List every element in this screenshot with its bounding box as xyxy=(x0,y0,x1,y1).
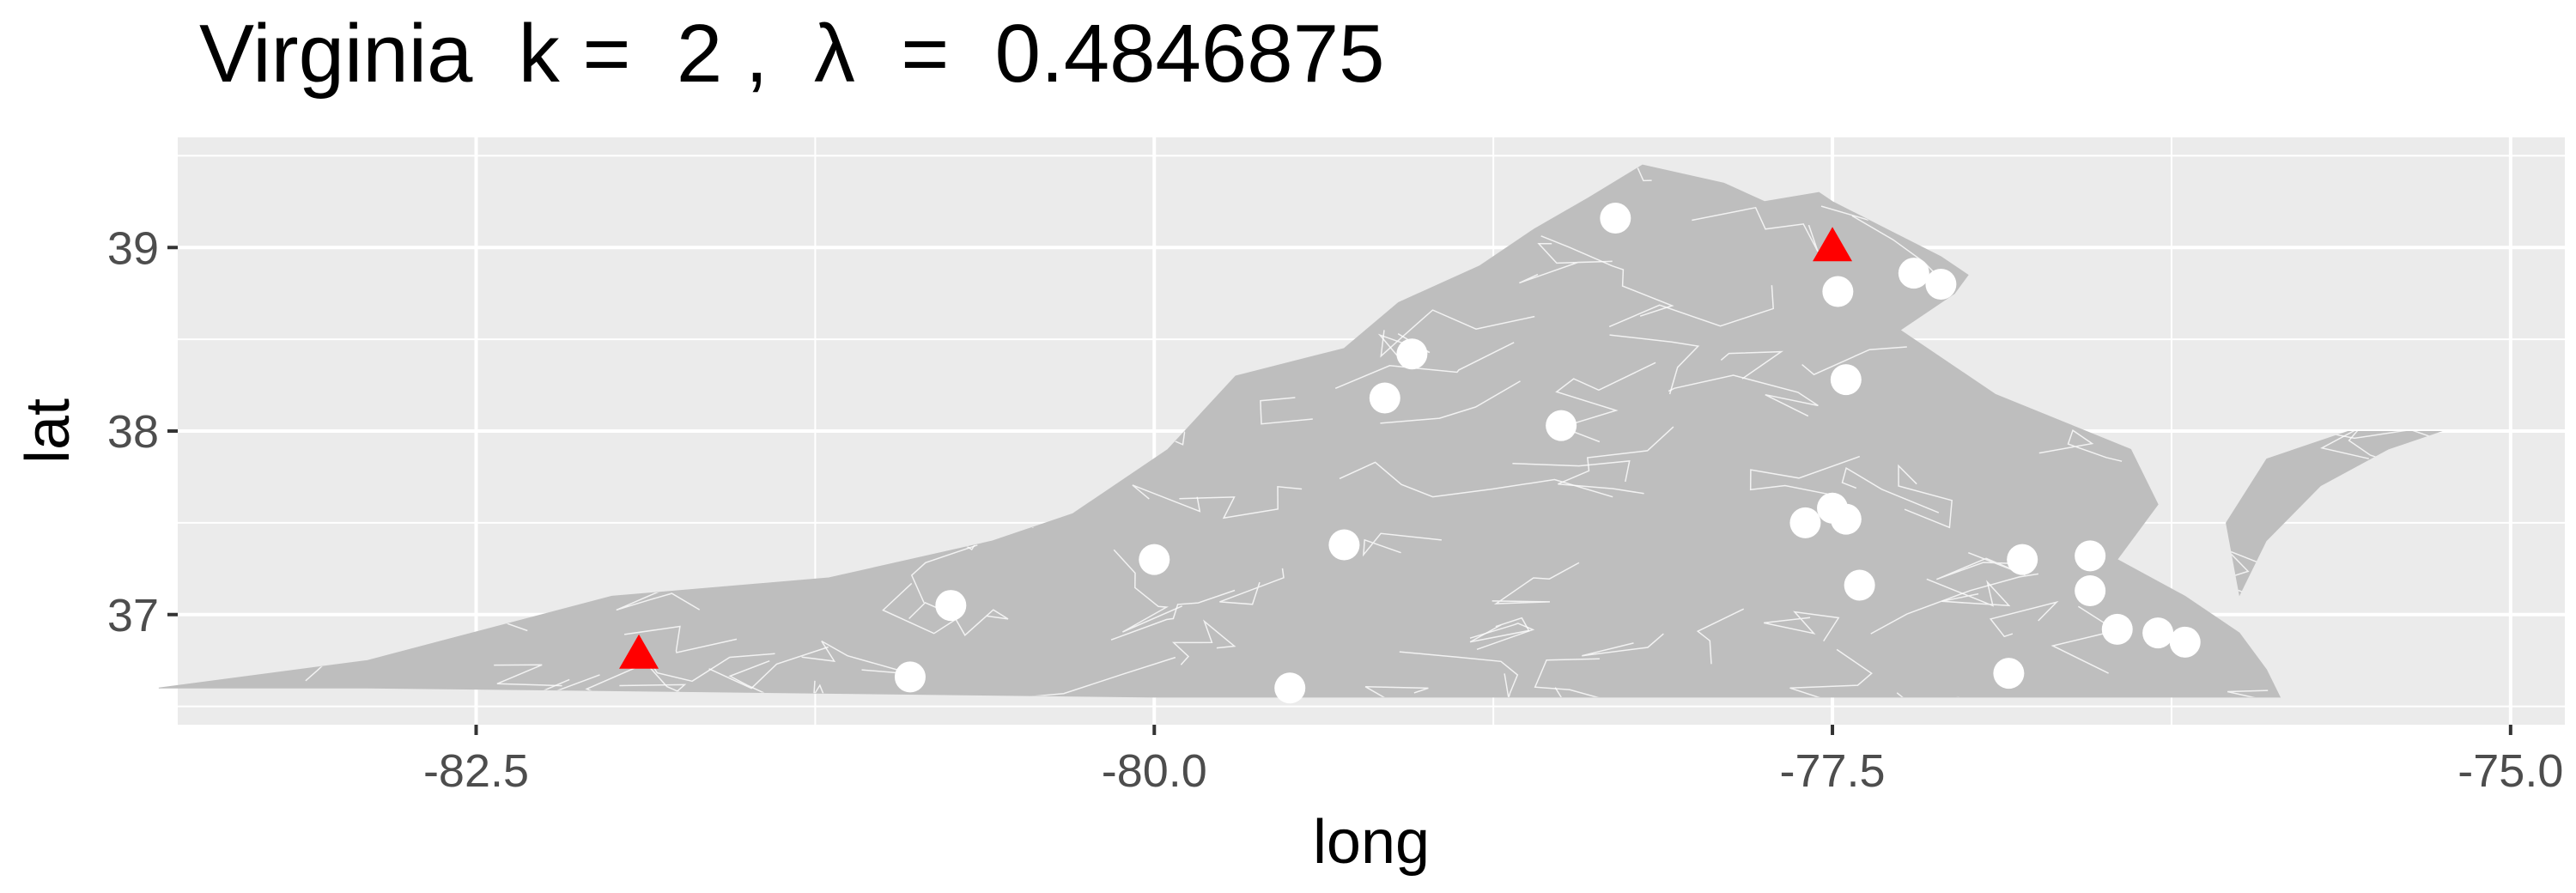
points-layer xyxy=(894,203,2201,704)
data-point xyxy=(1789,507,1821,538)
county-border xyxy=(1668,374,1819,417)
y-tick-label: 37 xyxy=(107,590,159,641)
data-point xyxy=(1139,544,1170,575)
county-border xyxy=(1608,285,1774,328)
data-point xyxy=(2007,544,2038,575)
x-axis-title: long xyxy=(1313,808,1430,877)
y-axis: 37 38 39 xyxy=(107,222,178,641)
county-border xyxy=(1110,589,1236,641)
data-point xyxy=(2075,540,2106,572)
county-border xyxy=(1380,380,1521,424)
county-border xyxy=(708,646,829,689)
x-axis: -82.5 -80.0 -77.5 -75.0 xyxy=(423,725,2563,797)
county-border xyxy=(1519,242,1613,284)
data-point xyxy=(1328,529,1360,561)
county-border xyxy=(1801,346,1907,376)
data-point xyxy=(2075,574,2106,606)
data-point xyxy=(1546,410,1577,441)
y-tick-label: 38 xyxy=(107,406,159,458)
county-border xyxy=(1334,342,1515,389)
data-point xyxy=(1396,338,1428,370)
data-point xyxy=(2101,613,2133,645)
data-point xyxy=(1600,203,1631,234)
center-marker xyxy=(619,634,659,669)
x-tick-label: -75.0 xyxy=(2458,745,2563,797)
data-point xyxy=(1898,258,1929,289)
county-border xyxy=(910,544,978,604)
county-border xyxy=(1469,617,1530,643)
county-border xyxy=(1558,426,1674,495)
county-border xyxy=(1260,397,1313,425)
data-point xyxy=(894,661,926,693)
y-axis-title: lat xyxy=(14,398,82,464)
county-border xyxy=(1851,215,1941,279)
county-border xyxy=(1534,658,1603,697)
center-marker xyxy=(1813,227,1853,262)
region-virginia xyxy=(158,164,2281,698)
county-border xyxy=(1609,334,1700,395)
county-border xyxy=(562,662,704,697)
county-border xyxy=(1469,623,1535,651)
county-border xyxy=(1789,648,1873,697)
county-border xyxy=(1364,685,1429,697)
county-border xyxy=(1171,619,1236,665)
region-eastern-shore xyxy=(2226,431,2443,597)
x-tick-label: -80.0 xyxy=(1102,745,1207,797)
county-border xyxy=(1219,568,1285,605)
county-border xyxy=(1339,461,1613,498)
chart-title: Virginia k = 2 , λ = 0.4846875 xyxy=(199,8,1385,100)
data-point xyxy=(1844,569,1875,601)
county-border xyxy=(2050,605,2118,674)
county-border xyxy=(1841,466,1940,513)
county-border xyxy=(2227,689,2315,697)
county-border xyxy=(494,664,562,687)
county-border xyxy=(1720,350,1784,380)
county-border xyxy=(882,582,958,635)
data-point xyxy=(2169,626,2201,658)
county-border xyxy=(1764,611,1840,642)
data-point xyxy=(1822,276,1854,307)
county-border xyxy=(1380,309,1535,358)
county-border xyxy=(1132,484,1201,513)
data-point xyxy=(1274,672,1306,704)
county-border xyxy=(1399,651,1519,697)
x-tick-label: -77.5 xyxy=(1779,745,1885,797)
data-point xyxy=(2142,617,2174,649)
county-border xyxy=(2038,429,2123,462)
data-point xyxy=(1993,658,2025,689)
county-border xyxy=(1749,455,1861,495)
county-border xyxy=(1692,206,1819,252)
centers-layer xyxy=(619,227,1853,669)
data-point xyxy=(1830,364,1862,396)
county-border xyxy=(1179,485,1303,519)
county-border xyxy=(1696,608,1745,665)
data-point xyxy=(1830,503,1862,535)
county-border xyxy=(1989,600,2059,638)
county-border xyxy=(1512,460,1631,483)
county-border xyxy=(908,602,1009,636)
x-tick-label: -82.5 xyxy=(423,745,529,797)
county-border xyxy=(1113,549,1182,633)
county-border xyxy=(1582,633,1664,657)
county-border xyxy=(1898,464,1953,529)
data-point xyxy=(1369,382,1400,414)
county-border xyxy=(623,625,738,653)
county-border xyxy=(1492,562,1580,604)
county-border xyxy=(1362,532,1442,557)
data-point xyxy=(935,590,967,622)
county-border xyxy=(1870,573,2039,635)
y-tick-label: 39 xyxy=(107,222,159,274)
county-border xyxy=(1926,578,2011,607)
data-point xyxy=(1925,269,1957,300)
county-border xyxy=(1540,235,1674,317)
